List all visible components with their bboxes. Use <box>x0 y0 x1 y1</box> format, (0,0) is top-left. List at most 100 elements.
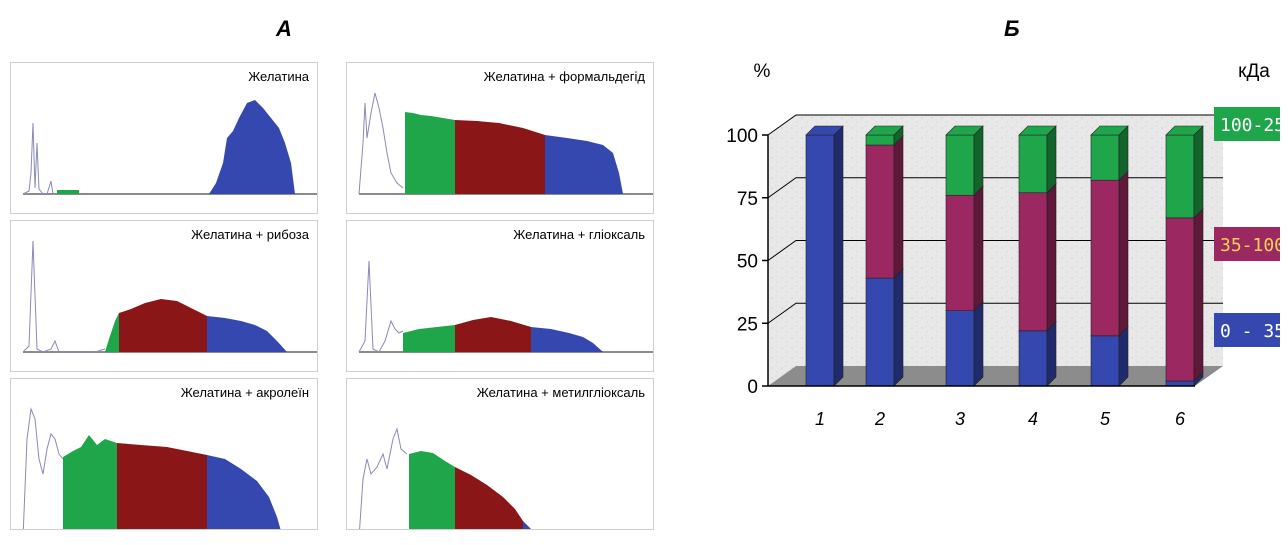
densitogram-gelatin: Желатина <box>10 62 318 214</box>
bar-top <box>865 125 904 136</box>
bar-top <box>945 125 984 136</box>
mid-mw-fraction <box>455 317 531 352</box>
mid-mw-fraction <box>117 443 207 529</box>
low-mw-fraction <box>207 455 281 529</box>
bar-segment <box>1165 208 1204 382</box>
high-mw-fraction <box>403 325 455 352</box>
x-tick-label: 2 <box>874 409 885 429</box>
gridline <box>767 240 1223 261</box>
marker-trace <box>359 427 408 529</box>
x-tick-label: 5 <box>1100 409 1111 429</box>
legend-entry: 0 - 35 <box>1214 313 1280 347</box>
high-mw-fraction <box>405 112 455 194</box>
bar-segment <box>1018 321 1057 387</box>
bar-side <box>893 268 904 387</box>
bar-side <box>1046 183 1057 332</box>
panel-b-label: Б <box>1004 16 1020 41</box>
bar-front <box>1090 335 1120 387</box>
marker-trace <box>358 260 404 353</box>
stacked-bar-chart: 1 2 3 4 5 6 0 25 50 75 100% кДа 100-250 35-100 0 - 35 <box>726 61 1280 429</box>
bar-segment <box>945 300 984 387</box>
bar-front <box>1018 330 1048 387</box>
legend-swatch <box>1214 227 1280 261</box>
bar-segment <box>945 125 984 196</box>
bar-front <box>805 134 835 387</box>
bar-front <box>1090 134 1120 181</box>
x-tick-label: 6 <box>1175 409 1186 429</box>
densitogram-ribose: Желатина + рибоза <box>10 220 318 372</box>
high-mw-fraction <box>105 313 119 352</box>
mid-mw-fraction <box>119 299 207 352</box>
legend-label: 35-100 <box>1220 235 1280 256</box>
densitogram-plot <box>22 240 317 353</box>
bar-front <box>865 134 895 146</box>
y-tick-label: 100 <box>726 126 758 147</box>
densitogram-plot <box>358 260 653 353</box>
bar-side <box>1193 208 1204 382</box>
legend-entry: 100-250 <box>1214 107 1280 141</box>
mid-mw-fraction <box>455 467 523 529</box>
high-mw-fraction <box>63 435 117 529</box>
bars <box>805 125 1204 387</box>
bar-front <box>1018 192 1048 332</box>
high-mw-fraction <box>57 190 79 194</box>
bar-segment <box>1165 125 1204 219</box>
low-mw-fraction <box>209 100 295 194</box>
bar-front <box>865 277 895 387</box>
gridline <box>767 177 1223 199</box>
low-mw-fraction <box>531 327 603 352</box>
bar-segment <box>1018 183 1057 332</box>
y-tick-label: 50 <box>737 252 758 273</box>
densitogram-formaldehyde: Желатина + формальдегід <box>346 62 654 214</box>
bar-side <box>973 185 984 312</box>
bar-front <box>1018 134 1048 194</box>
densitogram-title: Желатина + гліоксаль <box>513 227 645 242</box>
bar-front <box>1165 134 1195 219</box>
bar-front <box>1165 380 1195 387</box>
legend: кДа 100-250 35-100 0 - 35 <box>1214 61 1280 347</box>
bar-segment <box>865 125 904 146</box>
densitogram-title: Желатина <box>248 69 309 84</box>
densitogram-plot <box>358 92 653 195</box>
densitogram-glyoxal: Желатина + гліоксаль <box>346 220 654 372</box>
bar-side <box>833 125 844 387</box>
bar-segment <box>1018 125 1057 194</box>
bar-front <box>865 144 895 279</box>
bar-segment <box>805 125 844 387</box>
bar-side <box>1118 125 1129 181</box>
densitogram-title: Желатина + метилгліоксаль <box>476 385 645 400</box>
bar-side <box>1046 321 1057 387</box>
legend-label: 0 - 35 <box>1220 321 1280 342</box>
marker-trace <box>22 240 106 353</box>
bar-segment <box>865 135 904 279</box>
bar-top <box>1018 125 1057 136</box>
bar-front <box>1165 217 1195 382</box>
legend-title: кДа <box>1238 61 1270 82</box>
x-tick-label: 1 <box>815 409 825 429</box>
bar-front <box>945 134 975 196</box>
densitogram-methylglyoxal: Желатина + метилгліоксаль <box>346 378 654 530</box>
y-axis-label: % <box>754 61 771 82</box>
bar-side <box>1046 125 1057 194</box>
high-mw-fraction <box>409 451 455 529</box>
legend-label: 100-250 <box>1220 115 1280 136</box>
bar-front <box>1090 179 1120 337</box>
panel-a-label: А <box>276 16 292 41</box>
bar-side <box>1193 125 1204 219</box>
marker-trace <box>22 122 54 195</box>
x-tick-label: 4 <box>1028 409 1038 429</box>
bar-top <box>1090 125 1129 136</box>
x-tick-label: 3 <box>955 409 965 429</box>
y-tick-label: 0 <box>747 377 758 398</box>
densitogram-title: Желатина + акролеїн <box>180 385 309 400</box>
bar-top <box>1165 125 1204 136</box>
densitogram-title: Желатина + рибоза <box>191 227 309 242</box>
legend-swatch <box>1214 313 1280 347</box>
gridline <box>767 302 1223 324</box>
densitogram-plot <box>22 100 317 195</box>
marker-trace <box>22 407 64 529</box>
marker-trace <box>358 92 404 195</box>
densitogram-acrolein: Желатина + акролеїн <box>10 378 318 530</box>
y-tick-label: 75 <box>737 189 758 210</box>
bar-segment <box>1090 170 1129 337</box>
